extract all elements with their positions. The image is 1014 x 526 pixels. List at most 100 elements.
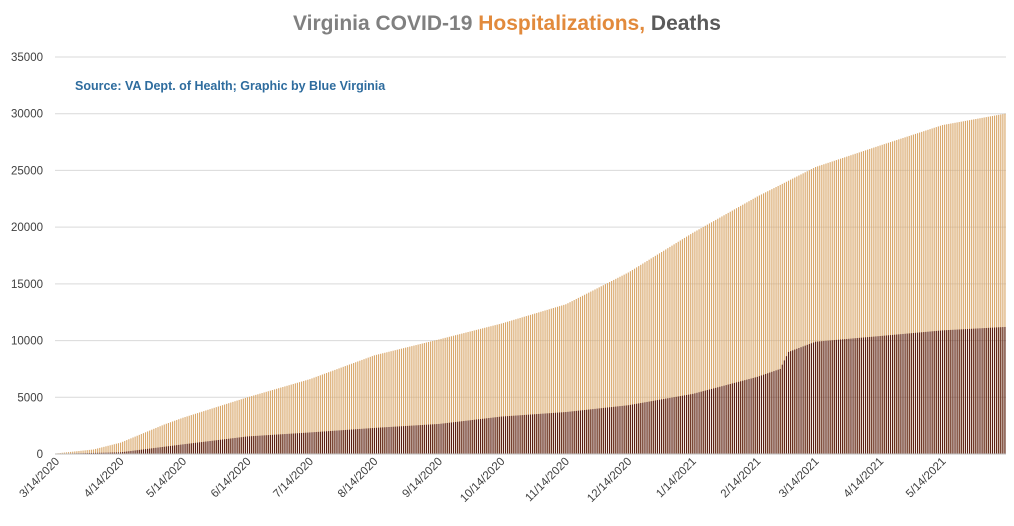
- hospitalizations-bar: [804, 172, 806, 454]
- hospitalizations-bar: [434, 340, 436, 454]
- deaths-bar: [240, 437, 242, 454]
- hospitalizations-bar: [217, 406, 219, 454]
- deaths-bar: [725, 385, 727, 454]
- deaths-bar: [217, 440, 219, 454]
- hospitalizations-bar: [221, 405, 224, 454]
- deaths-bar: [369, 428, 371, 454]
- hospitalizations-bar: [521, 317, 523, 454]
- hospitalizations-bar: [122, 441, 124, 454]
- hospitalizations-bar: [644, 262, 646, 454]
- deaths-bar: [338, 430, 340, 454]
- y-tick-label: 0: [37, 449, 43, 461]
- deaths-bar: [777, 369, 779, 454]
- hospitalizations-bar: [159, 426, 161, 454]
- hospitalizations-bar: [67, 452, 70, 454]
- hospitalizations-bar: [155, 427, 157, 454]
- deaths-bar: [979, 328, 981, 454]
- hospitalizations-bar: [679, 240, 681, 454]
- deaths-bar: [952, 329, 954, 454]
- hospitalizations-bar: [448, 336, 450, 454]
- hospitalizations-bar: [775, 187, 777, 454]
- hospitalizations-bar: [738, 207, 740, 454]
- deaths-bar: [640, 403, 642, 454]
- hospitalizations-bar: [681, 239, 683, 454]
- hospitalizations-bar: [631, 269, 634, 454]
- deaths-bar: [430, 424, 432, 454]
- hospitalizations-bar: [492, 325, 494, 454]
- hospitalizations-bar: [455, 335, 457, 454]
- deaths-bar: [411, 425, 413, 454]
- hospitalizations-bar: [338, 368, 340, 454]
- deaths-bar: [301, 432, 303, 454]
- deaths-bar: [883, 335, 885, 454]
- deaths-bar: [184, 444, 186, 454]
- hospitalizations-bar: [278, 388, 280, 454]
- deaths-bar: [631, 404, 634, 454]
- deaths-bar: [559, 412, 561, 454]
- deaths-bar: [577, 410, 579, 454]
- hospitalizations-bar: [796, 176, 798, 454]
- hospitalizations-bar: [663, 250, 665, 454]
- hospitalizations-bar: [673, 244, 675, 454]
- hospitalizations-bar: [916, 133, 919, 454]
- deaths-bar: [350, 429, 353, 454]
- deaths-bar: [802, 346, 804, 454]
- deaths-bar: [271, 434, 274, 454]
- deaths-bar: [902, 333, 904, 454]
- hospitalizations-bar: [921, 131, 923, 454]
- deaths-bar: [648, 401, 650, 454]
- hospitalizations-bar: [848, 155, 850, 454]
- deaths-bar: [767, 373, 769, 454]
- deaths-bar: [629, 404, 631, 454]
- deaths-bar: [717, 387, 719, 454]
- hospitalizations-bar: [573, 300, 575, 454]
- hospitalizations-bar: [808, 170, 810, 454]
- deaths-bar: [746, 379, 748, 454]
- hospitalizations-bar: [215, 407, 217, 454]
- hospitalizations-bar: [575, 298, 577, 454]
- hospitalizations-bar: [665, 249, 667, 454]
- deaths-bar: [473, 419, 475, 454]
- deaths-bar: [228, 438, 230, 454]
- hospitalizations-bar: [328, 372, 330, 454]
- hospitalizations-bar: [288, 385, 290, 454]
- deaths-bar: [964, 329, 966, 454]
- deaths-bar: [375, 427, 378, 454]
- hospitalizations-bar: [515, 319, 517, 454]
- deaths-bar: [140, 449, 142, 454]
- hospitalizations-bar: [875, 146, 877, 455]
- deaths-bar: [330, 430, 332, 454]
- deaths-bar: [867, 337, 869, 454]
- deaths-bar: [261, 435, 263, 454]
- hospitalizations-bar: [979, 118, 981, 454]
- deaths-bar: [833, 340, 835, 454]
- deaths-bar: [858, 337, 860, 454]
- hospitalizations-bar: [821, 164, 823, 454]
- hospitalizations-bar: [282, 387, 284, 454]
- hospitalizations-bar: [298, 382, 301, 454]
- deaths-bar: [194, 442, 197, 454]
- deaths-bar: [113, 452, 115, 454]
- y-tick-label: 25000: [11, 165, 43, 177]
- deaths-bar: [500, 416, 502, 454]
- deaths-bar: [128, 451, 130, 454]
- y-tick-label: 35000: [11, 52, 43, 64]
- deaths-bar: [677, 396, 679, 454]
- hospitalizations-bar: [640, 264, 642, 454]
- deaths-bar: [919, 332, 921, 454]
- hospitalizations-bar: [887, 142, 889, 454]
- x-tick-label: 3/14/2021: [777, 456, 822, 501]
- deaths-bar: [359, 428, 361, 454]
- hospitalizations-bar: [667, 248, 669, 454]
- deaths-bar: [259, 435, 261, 454]
- deaths-bar: [340, 430, 342, 454]
- deaths-bar: [800, 347, 802, 454]
- hospitalizations-bar: [59, 452, 61, 454]
- hospitalizations-bar: [715, 219, 717, 454]
- hospitalizations-bar: [436, 339, 438, 454]
- hospitalizations-bar: [754, 197, 756, 454]
- hospitalizations-bar: [190, 415, 192, 454]
- x-tick-label: 2/14/2021: [719, 456, 764, 501]
- deaths-bar: [708, 389, 711, 454]
- deaths-bar: [665, 398, 667, 454]
